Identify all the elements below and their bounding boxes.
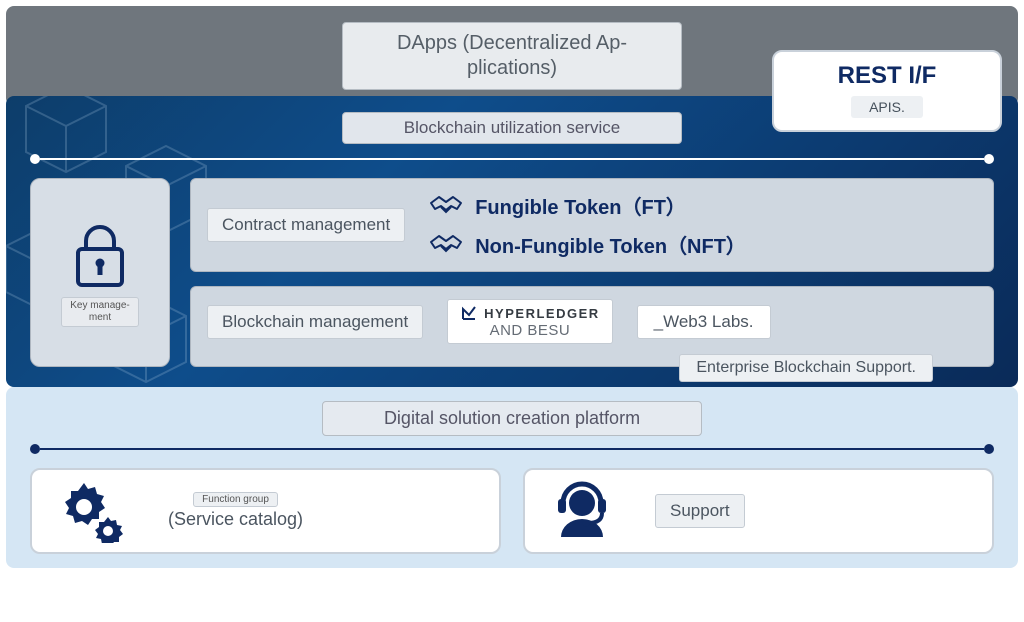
dapps-label: DApps (Decentralized Ap- plications) (342, 22, 682, 90)
hyperledger-text: HYPERLEDGER (484, 306, 599, 321)
support-headset-icon (549, 479, 615, 543)
rest-interface-box: REST I/F APIS. (772, 50, 1002, 132)
web3-labs-box: _Web3 Labs. (637, 305, 771, 339)
platform-block: Digital solution creation platform Funct… (6, 387, 1018, 568)
lock-icon (70, 219, 130, 289)
rest-title: REST I/F (788, 62, 986, 90)
blockchain-management-label: Blockchain management (207, 305, 423, 339)
support-label: Support (655, 494, 745, 528)
blockchain-service-title: Blockchain utilization service (342, 112, 682, 144)
function-group-label: Function group (193, 492, 278, 508)
divider-line (30, 154, 994, 164)
support-card: Support (523, 468, 994, 554)
hyperledger-icon (460, 304, 478, 322)
service-catalog-card: Function group (Service catalog) (30, 468, 501, 554)
rest-sub: APIS. (851, 96, 923, 118)
blockchain-service-block: Blockchain utilization service Key manag… (6, 96, 1018, 387)
fungible-token-line: Fungible Token（FT） (429, 191, 746, 220)
divider-line-dark (30, 444, 994, 454)
enterprise-blockchain-support-label: Enterprise Blockchain Support. (679, 354, 933, 382)
besu-text: AND BESU (490, 322, 571, 339)
key-management-label: Key manage- ment (61, 297, 139, 327)
platform-title: Digital solution creation platform (322, 401, 702, 436)
contract-management-label: Contract management (207, 208, 405, 242)
key-management-box: Key manage- ment (30, 178, 170, 367)
handshake-icon (429, 232, 463, 258)
nft-line: Non-Fungible Token（NFT） (429, 230, 746, 259)
service-catalog-label: (Service catalog) (168, 509, 303, 530)
handshake-icon (429, 193, 463, 219)
contract-management-panel: Contract management Fungible Token（FT） (190, 178, 994, 272)
blockchain-management-panel: Blockchain management HYPERLEDGER AND BE… (190, 286, 994, 367)
fungible-token-label: Fungible Token（FT） (475, 191, 686, 220)
nft-label: Non-Fungible Token（NFT） (475, 230, 746, 259)
gears-icon (56, 479, 128, 543)
hyperledger-besu-box: HYPERLEDGER AND BESU (447, 299, 612, 344)
